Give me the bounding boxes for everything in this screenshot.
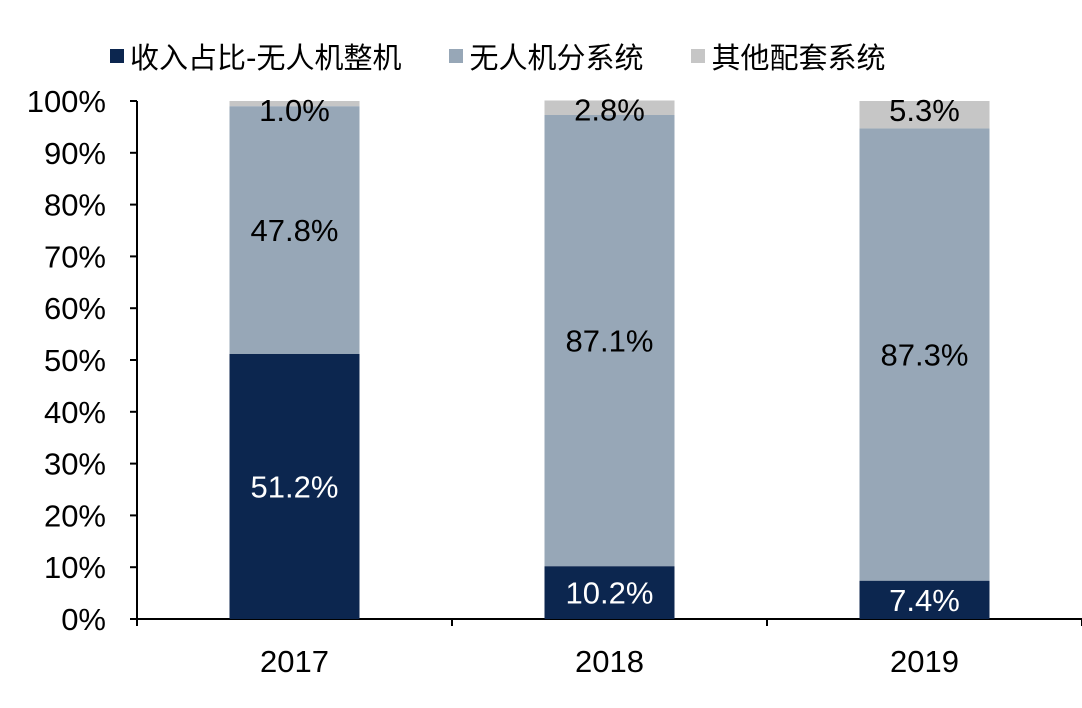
data-label-2018-series-1: 87.1% <box>566 324 654 359</box>
bar-2019-series-2 <box>859 101 990 129</box>
y-tick-label: 70% <box>44 239 106 274</box>
bar-2017-series-1 <box>229 106 360 354</box>
legend: 收入占比-无人机整机 无人机分系统 其他配套系统 <box>110 36 934 76</box>
bar-2019-series-1 <box>859 128 990 581</box>
y-tick-label: 90% <box>44 136 106 171</box>
legend-swatch-series-2 <box>691 49 706 63</box>
data-label-2019-series-1: 87.3% <box>881 338 969 373</box>
data-label-2018-series-2: 2.8% <box>574 92 645 127</box>
x-tick-label: 2019 <box>890 644 959 679</box>
legend-label-series-0: 收入占比-无人机整机 <box>130 41 402 75</box>
y-tick-label: 10% <box>44 550 106 585</box>
legend-swatch-series-1 <box>449 49 464 63</box>
bar-2017-series-2 <box>229 101 360 107</box>
y-tick-label: 100% <box>27 84 106 119</box>
x-tick-label: 2018 <box>575 644 644 679</box>
data-label-2019-series-0: 7.4% <box>889 583 960 618</box>
legend-swatch-series-0 <box>110 49 124 63</box>
legend-item-series-1: 无人机分系统 <box>449 35 643 77</box>
legend-label-series-1: 无人机分系统 <box>469 41 644 75</box>
y-tick-label: 20% <box>44 498 106 533</box>
x-tick-label: 2017 <box>260 644 329 679</box>
bar-2019-series-0 <box>859 580 990 619</box>
bar-2018-series-0 <box>544 566 675 619</box>
bar-2017-series-0 <box>229 353 360 619</box>
data-label-2017-series-2: 1.0% <box>259 93 330 128</box>
y-tick-label: 60% <box>44 291 106 326</box>
data-label-2018-series-0: 10.2% <box>566 576 654 611</box>
legend-label-series-2: 其他配套系统 <box>711 41 886 75</box>
legend-item-series-0: 收入占比-无人机整机 <box>110 35 401 77</box>
data-label-2017-series-0: 51.2% <box>251 469 339 504</box>
y-tick-label: 30% <box>44 447 106 482</box>
y-tick-label: 40% <box>44 395 106 430</box>
bar-2018-series-2 <box>544 100 675 115</box>
data-label-2017-series-1: 47.8% <box>251 213 339 248</box>
y-tick-label: 80% <box>44 188 106 223</box>
y-tick-label: 50% <box>44 343 106 378</box>
y-tick-label: 0% <box>61 602 106 637</box>
bar-2018-series-1 <box>544 114 675 567</box>
legend-item-series-2: 其他配套系统 <box>691 35 886 77</box>
data-label-2019-series-2: 5.3% <box>889 93 960 128</box>
